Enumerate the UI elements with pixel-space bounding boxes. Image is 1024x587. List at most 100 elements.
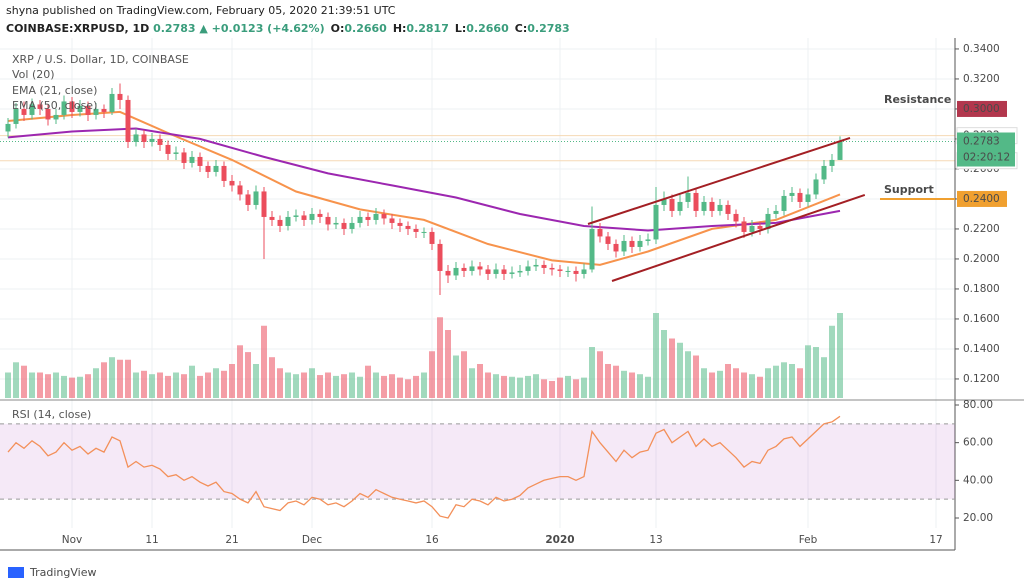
volume-bar (381, 375, 387, 398)
x-tick-label: 17 (929, 534, 942, 546)
volume-bar (85, 374, 91, 398)
volume-bar (837, 313, 843, 398)
volume-bar (373, 372, 379, 398)
candle-body (613, 243, 619, 252)
annotation: Support (884, 183, 934, 196)
volume-bar (605, 364, 611, 398)
candle-body (741, 221, 747, 232)
x-tick-label: 13 (649, 534, 662, 546)
candle-body (509, 272, 515, 274)
y-tick-label: 0.3200 (963, 73, 1000, 85)
y-tick-label: 0.1600 (963, 313, 1000, 325)
volume-bar (517, 377, 523, 398)
candle-body (69, 101, 75, 112)
candle-body (525, 266, 531, 271)
candle-body (565, 270, 571, 272)
volume-bar (117, 359, 123, 398)
candle-body (813, 179, 819, 195)
legend-entry: EMA (50, close) (12, 99, 97, 112)
volume-bar (13, 362, 19, 398)
candle-body (589, 228, 595, 270)
volume-bar (829, 325, 835, 398)
candle-body (261, 191, 267, 217)
volume-bar (221, 370, 227, 398)
ohlc-key: O: (331, 22, 345, 35)
candle-body (397, 222, 403, 226)
volume-bar (749, 374, 755, 398)
candle-body (789, 192, 795, 196)
candle-body (405, 225, 411, 229)
candle-body (309, 213, 315, 220)
volume-bar (621, 370, 627, 398)
volume-bar (557, 377, 563, 398)
candle-body (717, 204, 723, 211)
candle-body (549, 267, 555, 270)
candle-body (797, 192, 803, 202)
volume-bar (365, 365, 371, 398)
volume-bar (669, 338, 675, 398)
volume-bar (317, 375, 323, 398)
annotation-box (957, 190, 1007, 207)
candle-body (669, 198, 675, 211)
candle-body (101, 108, 107, 112)
candle-body (269, 216, 275, 220)
price: 0.2783 (153, 22, 195, 35)
header: COINBASE:XRPUSD, 1D 0.2783 ▲ +0.0123 (+4… (6, 22, 570, 35)
volume-bar (53, 372, 59, 398)
candle-body (157, 138, 163, 145)
volume-bar (277, 368, 283, 398)
volume-bar (133, 372, 139, 398)
volume-bar (725, 364, 731, 398)
rsi-tick-label: 20.00 (963, 512, 993, 524)
candle-body (765, 213, 771, 229)
candle-body (37, 104, 43, 109)
ohlc-value: 0.2660 (466, 22, 509, 35)
y-tick-label: 0.1400 (963, 343, 1000, 355)
y-tick-label: 0.2000 (963, 253, 1000, 265)
candle-body (389, 218, 395, 223)
volume-bar (453, 355, 459, 398)
candle-body (77, 105, 83, 112)
candle-body (45, 108, 51, 120)
annotation-box (957, 100, 1007, 117)
candle-body (501, 269, 507, 274)
candle-body (181, 152, 187, 163)
volume-bar (661, 330, 667, 398)
candle-body (637, 240, 643, 247)
ohlc-key: H: (393, 22, 407, 35)
volume-bar (813, 347, 819, 398)
candle-body (661, 198, 667, 205)
ohlc-value: 0.2660 (344, 22, 387, 35)
volume-bar (29, 372, 35, 398)
candle-body (277, 219, 283, 226)
x-tick-label: 11 (145, 534, 158, 546)
volume-bar (733, 368, 739, 398)
annotation: Resistance (884, 93, 951, 106)
candle-body (597, 228, 603, 237)
volume-bar (477, 364, 483, 398)
countdown: 02:20:12 (963, 152, 1010, 164)
candle-body (149, 138, 155, 142)
rsi-tick-label: 80.00 (963, 399, 993, 411)
volume-bar (21, 365, 27, 398)
candle-body (53, 114, 59, 120)
volume-bar (341, 374, 347, 398)
brand: TradingView (29, 566, 96, 579)
candle-body (821, 165, 827, 180)
volume-bar (509, 376, 515, 398)
volume-bar (173, 372, 179, 398)
volume-bar (333, 375, 339, 398)
candle-body (453, 267, 459, 276)
volume-bar (765, 368, 771, 398)
volume-bar (597, 351, 603, 398)
volume-bar (77, 376, 83, 398)
volume-bar (573, 379, 579, 398)
volume-bar (445, 330, 451, 398)
candle-body (773, 210, 779, 214)
candle-body (517, 270, 523, 273)
volume-bar (325, 372, 331, 398)
candle-body (685, 192, 691, 202)
volume-bar (229, 364, 235, 398)
y-tick-label: 0.2200 (963, 223, 1000, 235)
volume-bar (69, 377, 75, 398)
